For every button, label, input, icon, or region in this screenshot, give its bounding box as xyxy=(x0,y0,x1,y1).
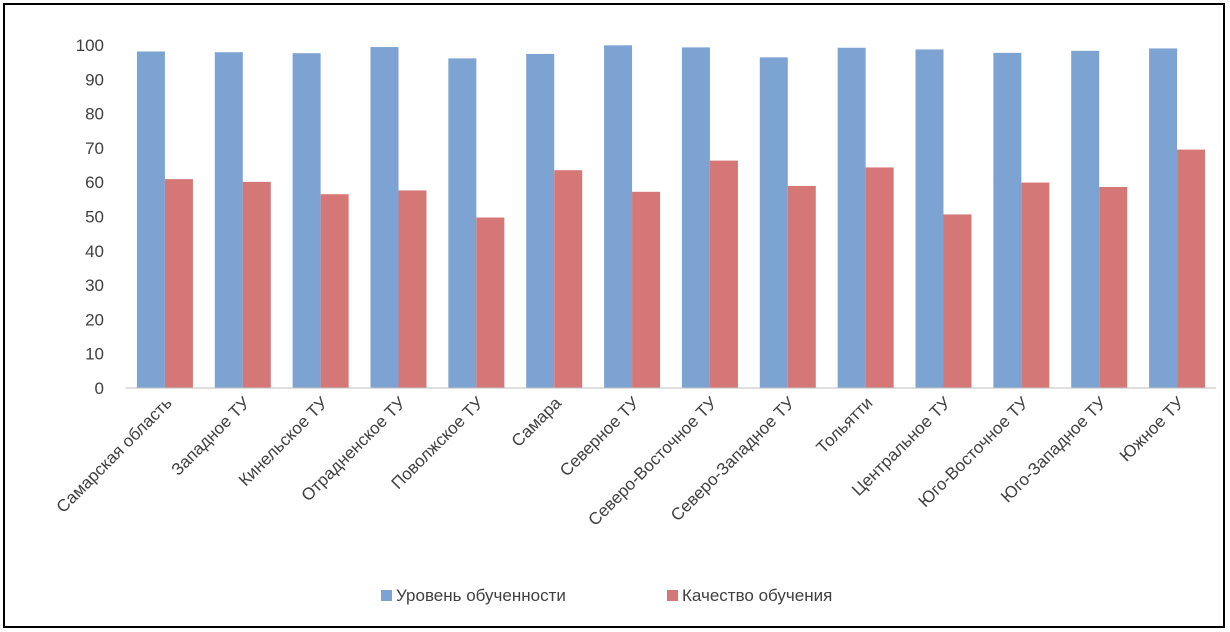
y-tick-label: 50 xyxy=(85,208,104,227)
bar-level xyxy=(448,58,477,388)
legend-label: Качество обучения xyxy=(682,586,832,605)
legend-swatch xyxy=(381,590,392,601)
x-category-label: Северо-Восточное ТУ xyxy=(585,393,721,529)
bar-level xyxy=(136,51,165,388)
y-tick-label: 80 xyxy=(85,105,104,124)
bar-quality xyxy=(164,179,193,388)
legend-label: Уровень обученности xyxy=(396,586,566,605)
x-category-label: Тольятти xyxy=(813,393,877,457)
bar-quality xyxy=(787,185,816,388)
bar-level xyxy=(1149,48,1178,389)
y-axis-ticks: 0 10 20 30 40 50 60 70 80 90 100 xyxy=(76,36,104,398)
y-tick-label: 60 xyxy=(85,173,104,192)
bar-level xyxy=(214,52,243,388)
bar-quality xyxy=(632,191,661,388)
bar-quality xyxy=(1177,149,1206,388)
bar-quality xyxy=(709,160,738,388)
bar-level xyxy=(681,47,710,388)
bar-quality xyxy=(865,167,894,388)
bar-quality xyxy=(242,181,271,388)
legend: Уровень обученности Качество обучения xyxy=(381,586,832,605)
bar-level xyxy=(292,53,321,389)
bars xyxy=(136,45,1206,389)
y-tick-label: 30 xyxy=(85,276,104,295)
x-category-label: Самара xyxy=(508,393,566,451)
y-tick-label: 20 xyxy=(85,310,104,329)
x-category-label: Самарская область xyxy=(53,393,176,516)
x-category-label: Южное ТУ xyxy=(1116,393,1188,465)
bar-quality xyxy=(320,194,349,388)
y-tick-label: 100 xyxy=(76,36,104,55)
bar-quality xyxy=(398,190,427,388)
bar-level xyxy=(993,52,1022,388)
x-category-label: Северное ТУ xyxy=(556,393,643,480)
y-tick-label: 40 xyxy=(85,242,104,261)
y-tick-label: 70 xyxy=(85,139,104,158)
y-tick-label: 90 xyxy=(85,70,104,89)
bar-level xyxy=(370,47,399,389)
bar-quality xyxy=(476,217,505,388)
bar-level xyxy=(526,53,555,388)
bar-level xyxy=(915,49,944,389)
bar-level xyxy=(604,45,633,389)
bar-quality xyxy=(1099,187,1128,388)
bar-quality xyxy=(1021,182,1050,388)
x-category-label: Западное ТУ xyxy=(168,393,254,479)
bar-level xyxy=(1071,50,1100,389)
y-tick-label: 10 xyxy=(85,345,104,364)
y-tick-label: 0 xyxy=(95,379,104,398)
bar-quality xyxy=(554,170,583,388)
legend-swatch xyxy=(667,590,678,601)
bar-level xyxy=(759,57,788,389)
bar-quality xyxy=(943,214,972,388)
bar-level xyxy=(837,47,866,389)
